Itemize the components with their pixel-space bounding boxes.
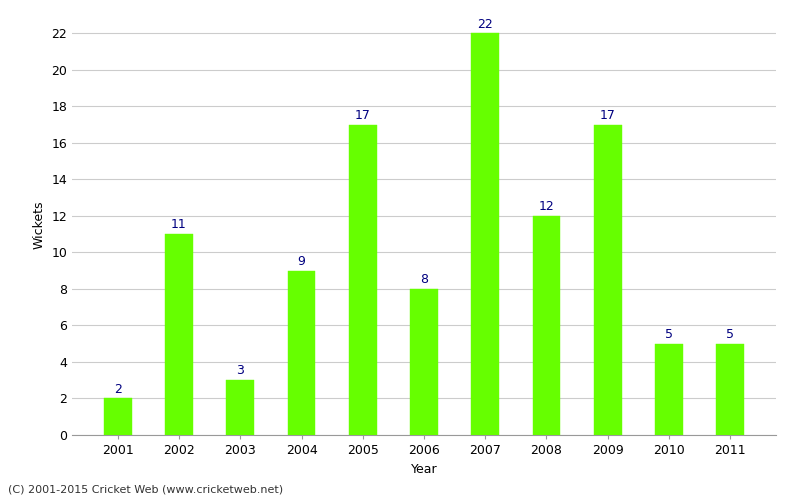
X-axis label: Year: Year [410,462,438,475]
Text: 17: 17 [355,109,370,122]
Bar [226,380,254,435]
Text: 12: 12 [538,200,554,213]
Text: (C) 2001-2015 Cricket Web (www.cricketweb.net): (C) 2001-2015 Cricket Web (www.cricketwe… [8,485,283,495]
Bar [655,344,682,435]
Bar [349,124,377,435]
Text: 17: 17 [600,109,616,122]
Text: 11: 11 [171,218,187,232]
Text: 22: 22 [478,18,493,30]
Y-axis label: Wickets: Wickets [33,200,46,249]
Text: 2: 2 [114,382,122,396]
Bar [166,234,193,435]
Text: 9: 9 [298,255,306,268]
Bar [717,344,744,435]
Text: 3: 3 [236,364,244,378]
Bar [104,398,131,435]
Text: 5: 5 [726,328,734,341]
Bar [594,124,622,435]
Text: 8: 8 [420,273,428,286]
Bar [410,289,438,435]
Bar [471,34,499,435]
Bar [288,270,315,435]
Bar [533,216,560,435]
Text: 5: 5 [665,328,673,341]
